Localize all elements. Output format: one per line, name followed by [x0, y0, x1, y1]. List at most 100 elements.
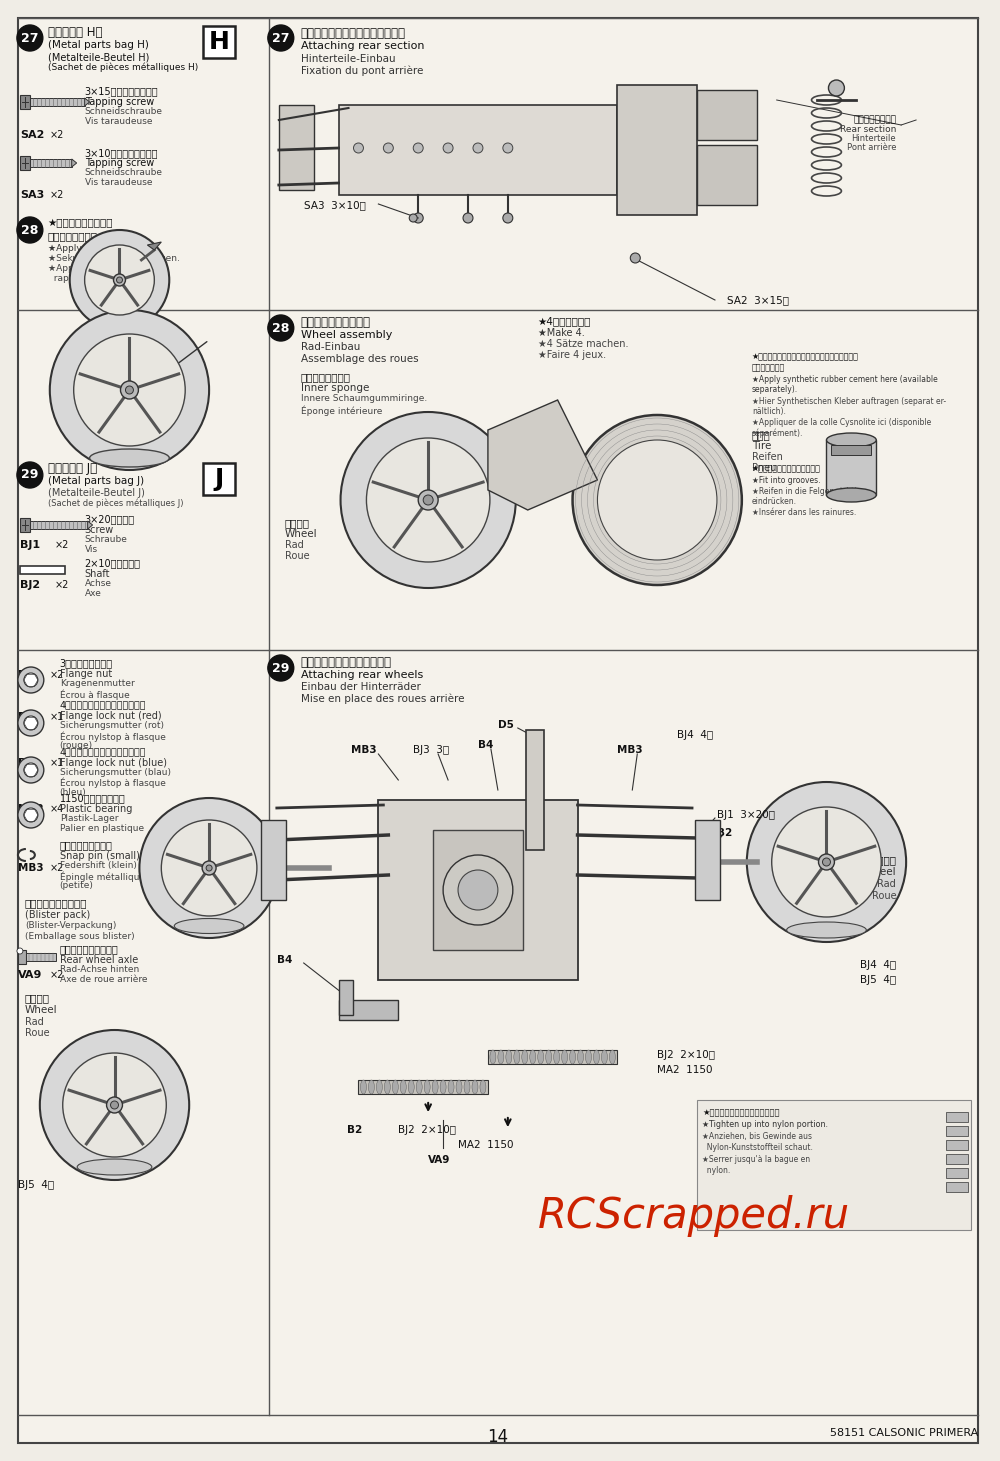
Text: Kragenenmutter: Kragenenmutter — [60, 679, 134, 688]
Ellipse shape — [448, 1080, 454, 1094]
Circle shape — [202, 861, 216, 875]
Text: 〈ホイールのみたて〉: 〈ホイールのみたて〉 — [301, 316, 371, 329]
Ellipse shape — [498, 1050, 504, 1064]
Text: 〈ブリスターパック〉: 〈ブリスターパック〉 — [25, 899, 87, 907]
Ellipse shape — [416, 1080, 422, 1094]
Circle shape — [268, 655, 294, 681]
Circle shape — [24, 716, 38, 730]
Bar — [30, 159, 72, 167]
Text: Plastic bearing: Plastic bearing — [60, 804, 132, 814]
Bar — [488, 1050, 617, 1064]
Text: MB3: MB3 — [617, 745, 643, 755]
Ellipse shape — [506, 1050, 512, 1064]
Text: VA9: VA9 — [428, 1156, 451, 1164]
Text: Rad: Rad — [25, 1017, 44, 1027]
Text: ★ホイールのみぞにはめます。: ★ホイールのみぞにはめます。 — [752, 465, 821, 473]
Text: Roue: Roue — [872, 891, 896, 901]
Text: Nylon-Kunststoffteil schaut.: Nylon-Kunststoffteil schaut. — [702, 1143, 813, 1153]
Text: Épingle métallique: Épingle métallique — [60, 871, 145, 881]
Circle shape — [139, 798, 279, 938]
Text: Hinterteile-Einbau: Hinterteile-Einbau — [301, 54, 395, 64]
Bar — [339, 105, 617, 194]
Text: H: H — [209, 31, 230, 54]
Text: BJ4: BJ4 — [18, 712, 38, 722]
Ellipse shape — [360, 1080, 366, 1094]
Text: Sicherungsmutter (blau): Sicherungsmutter (blau) — [60, 768, 171, 777]
Bar — [339, 999, 398, 1020]
Circle shape — [17, 25, 43, 51]
Text: ★Anziehen, bis Gewinde aus: ★Anziehen, bis Gewinde aus — [702, 1132, 812, 1141]
Ellipse shape — [554, 1050, 560, 1064]
Bar — [946, 1126, 968, 1137]
Polygon shape — [88, 522, 93, 529]
Text: ★Faire 4 jeux.: ★Faire 4 jeux. — [538, 351, 606, 359]
Circle shape — [747, 782, 906, 942]
Circle shape — [18, 802, 44, 828]
Circle shape — [366, 438, 490, 562]
Text: 〈リヤホイールのとりつけ〉: 〈リヤホイールのとりつけ〉 — [301, 656, 392, 669]
Text: (bleu): (bleu) — [60, 787, 86, 798]
Ellipse shape — [826, 432, 876, 447]
Bar — [526, 730, 544, 850]
Circle shape — [413, 143, 423, 153]
Circle shape — [573, 415, 742, 584]
Bar — [946, 1154, 968, 1164]
Text: Éponge intérieure: Éponge intérieure — [301, 405, 382, 415]
Text: インナースポンジ: インナースポンジ — [301, 373, 351, 381]
Text: Vis: Vis — [85, 545, 98, 554]
Text: ★4個作ります。: ★4個作ります。 — [538, 316, 591, 326]
Bar — [358, 1080, 488, 1094]
Circle shape — [107, 1097, 122, 1113]
Text: Vis taraudeuse: Vis taraudeuse — [85, 117, 152, 126]
Bar — [26, 953, 56, 961]
Text: 28: 28 — [272, 321, 289, 335]
Text: MB3: MB3 — [18, 863, 44, 874]
Circle shape — [268, 316, 294, 340]
Text: BJ1: BJ1 — [20, 541, 40, 549]
Text: 4㎜フランジロックナット（赤）: 4㎜フランジロックナット（赤） — [60, 700, 146, 709]
Text: ★Apply synthetic rubber cement here (available: ★Apply synthetic rubber cement here (ava… — [752, 375, 938, 384]
Text: Federshift (klein): Federshift (klein) — [60, 861, 137, 869]
Circle shape — [503, 213, 513, 224]
Text: Reifen: Reifen — [752, 451, 783, 462]
Text: SA2: SA2 — [20, 130, 44, 140]
Circle shape — [161, 820, 257, 916]
Bar — [20, 519, 30, 532]
Circle shape — [822, 858, 830, 866]
Text: ★Insérer dans les rainures.: ★Insérer dans les rainures. — [752, 508, 856, 517]
Text: Rad: Rad — [285, 541, 304, 549]
Text: (Metal parts bag J): (Metal parts bag J) — [48, 476, 144, 487]
Text: ×2: ×2 — [50, 130, 64, 140]
Ellipse shape — [90, 449, 169, 468]
Polygon shape — [85, 98, 90, 107]
Text: D5: D5 — [498, 720, 514, 730]
Circle shape — [268, 25, 294, 51]
Text: VA9: VA9 — [18, 970, 42, 980]
Text: 14: 14 — [487, 1427, 508, 1446]
Text: (Metal parts bag H): (Metal parts bag H) — [48, 39, 149, 50]
Text: を軸にします。: を軸にします。 — [752, 362, 785, 373]
Text: Snap pin (small): Snap pin (small) — [60, 850, 140, 861]
Bar — [617, 85, 697, 215]
Circle shape — [120, 381, 138, 399]
Circle shape — [458, 869, 498, 910]
Circle shape — [125, 386, 133, 394]
Text: 〈金具袋詰 J〉: 〈金具袋詰 J〉 — [48, 462, 97, 475]
Text: Shaft: Shaft — [85, 568, 110, 579]
Text: MA2  1150: MA2 1150 — [458, 1140, 514, 1150]
Bar — [946, 1112, 968, 1122]
Text: nylon.: nylon. — [702, 1166, 730, 1175]
Text: 27: 27 — [272, 32, 290, 44]
Text: ★Hier Synthetischen Kleber auftragen (separat er-: ★Hier Synthetischen Kleber auftragen (se… — [752, 397, 946, 406]
Circle shape — [24, 763, 38, 777]
Polygon shape — [72, 159, 77, 167]
Text: Attaching rear wheels: Attaching rear wheels — [301, 671, 423, 679]
Text: Roue: Roue — [285, 551, 309, 561]
Circle shape — [111, 1102, 118, 1109]
Text: Tire: Tire — [752, 441, 771, 451]
Text: 58151 CALSONIC PRIMERA: 58151 CALSONIC PRIMERA — [830, 1427, 978, 1438]
Ellipse shape — [432, 1080, 438, 1094]
Text: Pneu: Pneu — [752, 463, 776, 473]
Circle shape — [409, 213, 417, 222]
Text: Rad-Achse hinten: Rad-Achse hinten — [60, 966, 139, 974]
